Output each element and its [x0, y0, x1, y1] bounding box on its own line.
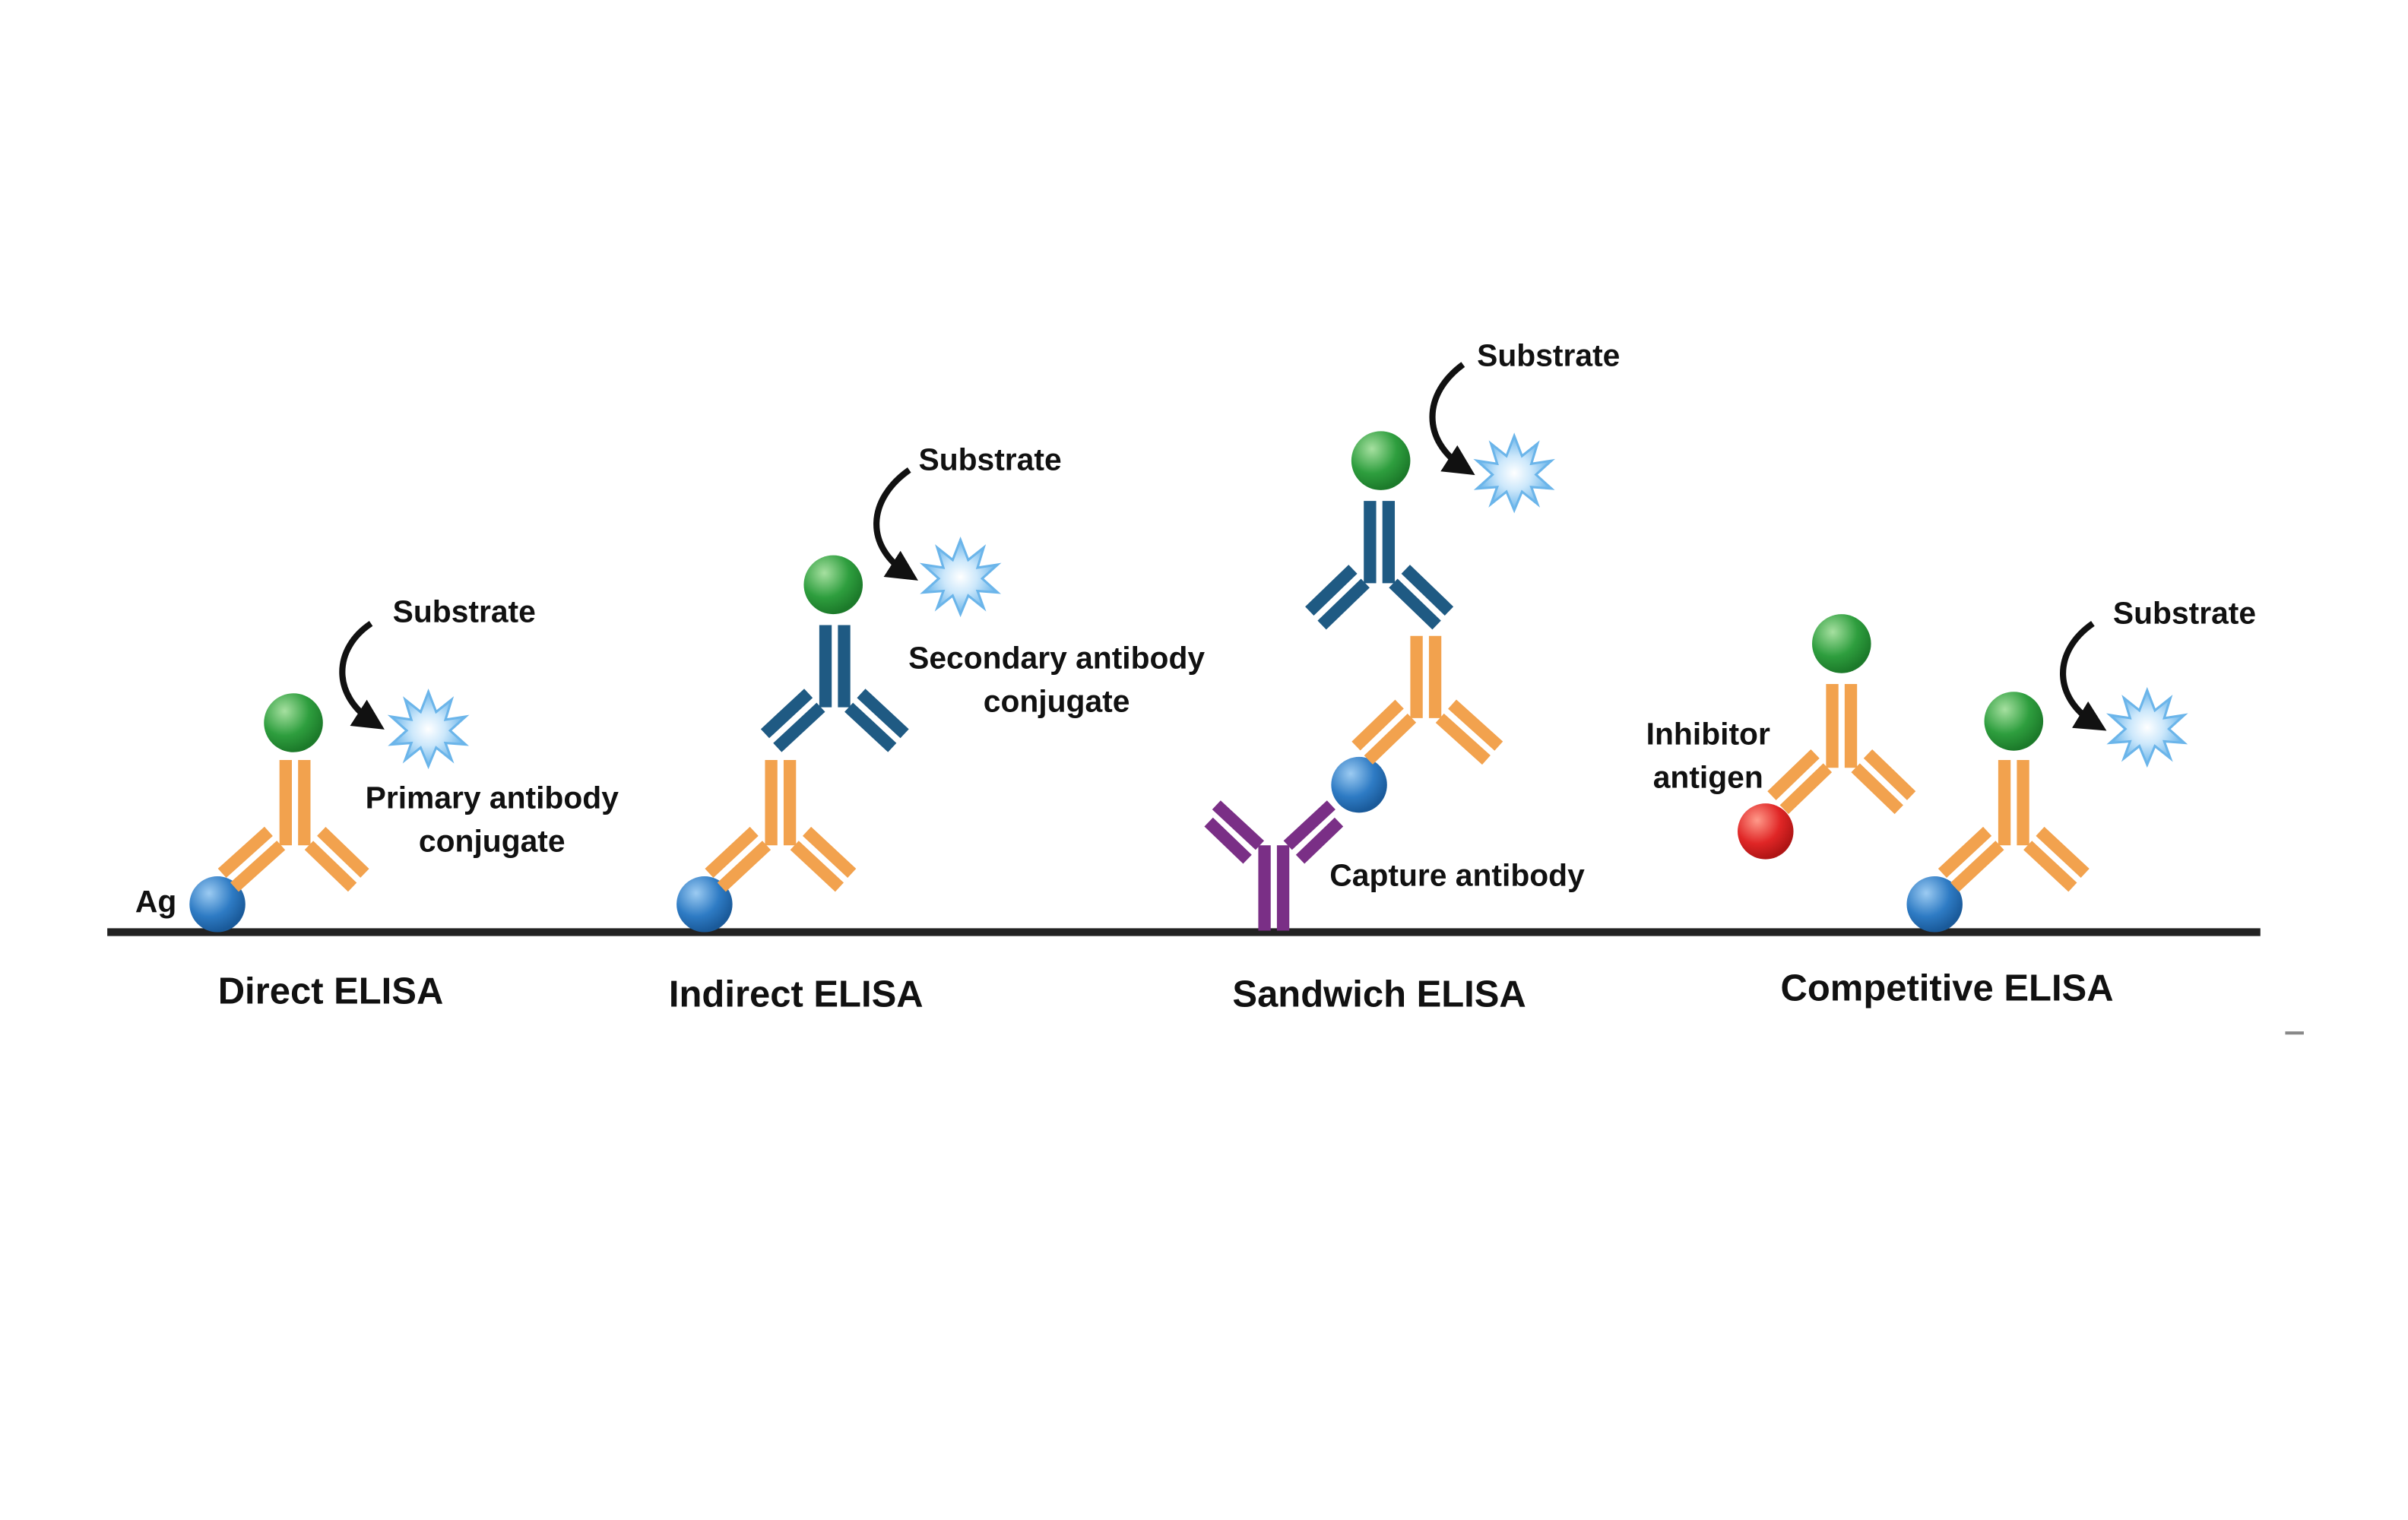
substrate-icon [387, 688, 470, 770]
antigen [1331, 756, 1387, 813]
secondary-antibody [760, 625, 909, 752]
substrate-label: Substrate [2113, 595, 2256, 630]
primary-conjugate-label-line1: Primary antibody [366, 780, 619, 815]
enzyme-sphere [264, 693, 323, 752]
substrate-label: Substrate [1477, 338, 1620, 373]
indirect-elisa-panel: Substrate Secondary antibody conjugate I… [669, 442, 1205, 1015]
capture-antibody [1204, 800, 1344, 931]
substrate-arrow [1429, 362, 1475, 476]
primary-conjugate-label-line2: conjugate [419, 823, 566, 858]
antigen-ag [189, 876, 246, 933]
secondary-antibody [1305, 501, 1454, 630]
panel-title-sandwich: Sandwich ELISA [1232, 974, 1526, 1015]
inhibitor-label-line1: Inhibitor [1646, 717, 1770, 752]
substrate-arrow [2060, 621, 2107, 731]
enzyme-sphere [803, 555, 863, 615]
ag-label: Ag [135, 884, 176, 919]
primary-antibody [217, 760, 369, 892]
inhibitor-label-line2: antigen [1653, 760, 1763, 795]
substrate-icon [919, 536, 1002, 618]
panel-title-indirect: Indirect ELISA [669, 974, 924, 1015]
sandwich-elisa-panel: Substrate Capture antibody Sandwich ELIS… [1204, 338, 1620, 1015]
detection-antibody [1351, 635, 1503, 765]
substrate-arrow [339, 621, 385, 730]
substrate-icon [2106, 686, 2188, 768]
inhibitor-antigen [1738, 803, 1794, 860]
substrate-label: Substrate [918, 442, 1061, 477]
secondary-conjugate-label-line2: conjugate [984, 684, 1130, 719]
enzyme-sphere [1812, 614, 1871, 673]
substrate-icon [1473, 432, 1555, 514]
enzyme-sphere [1351, 431, 1411, 490]
antigen [1906, 876, 1963, 933]
substrate-arrow [873, 467, 918, 581]
enzyme-sphere [1984, 692, 2044, 751]
substrate-label: Substrate [393, 594, 536, 629]
capture-antibody-label: Capture antibody [1329, 857, 1585, 892]
primary-antibody-bound [1937, 760, 2090, 892]
secondary-conjugate-label-line1: Secondary antibody [908, 641, 1205, 676]
antigen [676, 876, 733, 933]
primary-antibody-inhibited [1767, 684, 1916, 815]
panel-title-direct: Direct ELISA [218, 971, 444, 1012]
competitive-elisa-panel: Substrate Inhibitor antigen Competitive … [1646, 595, 2256, 1009]
direct-elisa-panel: Ag Substrate Primary antibody conjugate … [135, 594, 619, 1012]
panel-title-competitive: Competitive ELISA [1781, 967, 2114, 1009]
primary-antibody [705, 760, 857, 892]
